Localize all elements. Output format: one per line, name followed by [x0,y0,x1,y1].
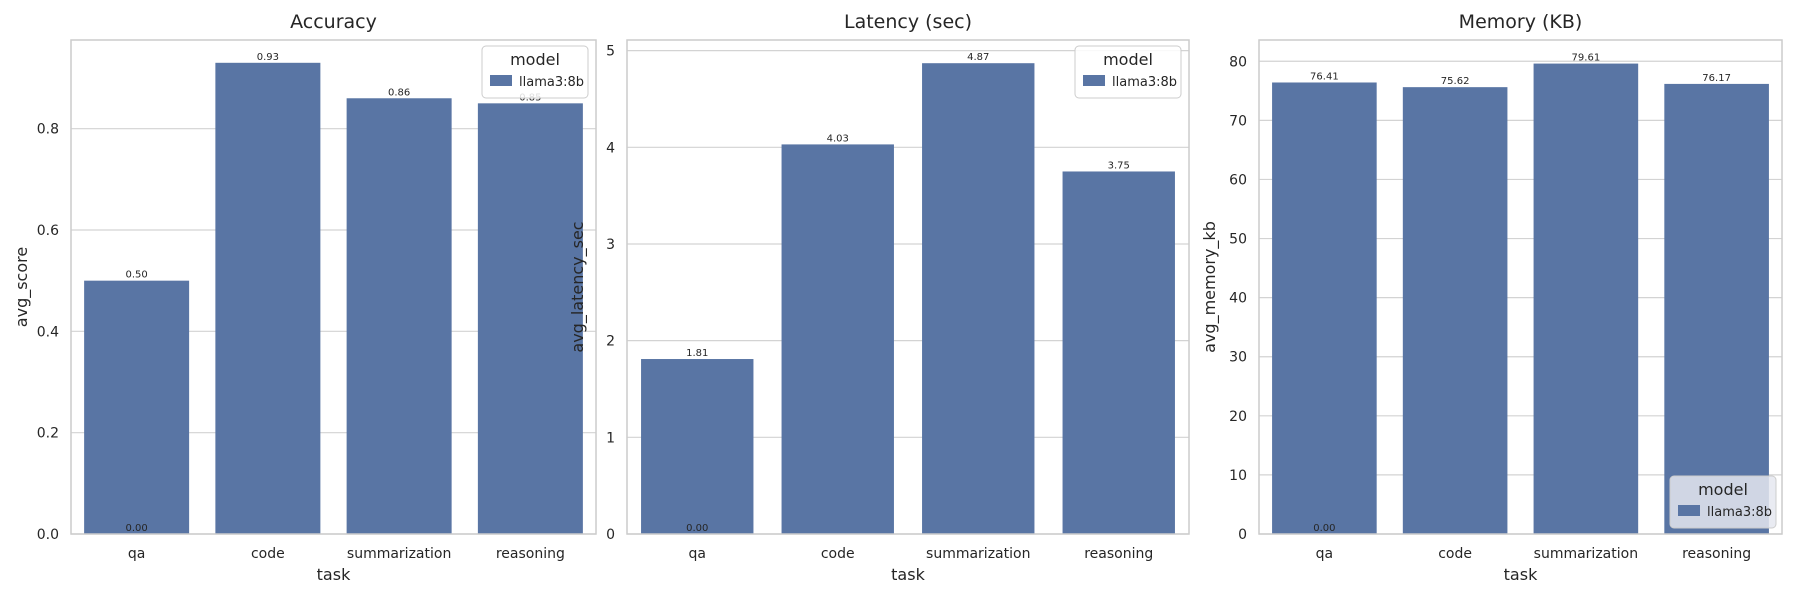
bar [1272,82,1377,535]
bar [346,98,452,535]
legend-entry: llama3:8b [519,75,584,90]
x-axis-label: task [317,565,351,584]
x-tick-label: code [821,546,855,562]
bar [922,63,1035,534]
y-tick-label: 10 [1229,468,1247,484]
legend-swatch [490,75,512,86]
bar [215,62,321,535]
bar [1062,171,1175,535]
x-tick-label: code [1438,546,1472,562]
y-tick-label: 80 [1229,54,1247,70]
bar [1533,63,1639,535]
chart-title: Latency (sec) [844,11,972,33]
y-tick-label: 2 [606,334,615,350]
legend: model llama3:8b [1074,45,1182,99]
bar-value-label: 0.50 [125,270,147,281]
y-tick-label: 3 [606,237,615,253]
x-tick-label: reasoning [1682,546,1751,562]
y-tick-label: 50 [1229,232,1247,248]
bar-value-label: 76.17 [1702,73,1731,84]
zero-value-label: 0.00 [686,523,708,534]
bar-value-label: 4.03 [827,133,849,144]
zero-value-label: 0.00 [1313,523,1335,534]
bar-value-label: 3.75 [1108,160,1130,171]
bar [641,359,754,534]
zero-value-label: 0.00 [125,523,147,534]
legend-entry: llama3:8b [1112,75,1177,90]
x-axis-label: task [891,565,925,584]
bar [1664,83,1769,535]
y-tick-label: 5 [606,44,615,60]
bar-value-label: 1.81 [686,348,708,359]
y-tick-label: 0.8 [37,122,59,138]
legend-title: model [510,50,560,69]
legend-title: model [1103,50,1153,69]
x-tick-label: qa [128,546,145,562]
bar-value-label: 0.93 [257,52,279,63]
x-tick-label: qa [1316,546,1333,562]
y-axis-label: avg_latency_sec [568,221,588,352]
bar [1402,87,1508,535]
x-tick-label: qa [689,546,706,562]
chart-title: Accuracy [290,11,377,33]
y-tick-label: 4 [606,140,615,156]
y-tick-label: 0.2 [37,426,59,442]
chart-panel-0: 0.500.930.860.850.000.00.20.40.60.8qacod… [12,11,597,584]
y-tick-label: 70 [1229,113,1247,129]
y-tick-label: 0 [1238,527,1247,543]
bar-value-label: 75.62 [1441,76,1470,87]
y-tick-label: 60 [1229,172,1247,188]
x-tick-label: reasoning [496,546,565,562]
axes-frame [70,39,597,535]
legend: model llama3:8b [481,45,589,99]
x-tick-label: summarization [926,546,1030,562]
x-tick-label: summarization [1534,546,1638,562]
chart-panel-1: 1.81 4.03 4.87 3.75 0.00 0 1 2 3 4 5 qa code summariz… [568,11,1190,584]
axes-frame [626,39,1190,535]
axes-frame [1258,39,1783,535]
legend-swatch [1083,75,1105,86]
bar-value-label: 0.86 [388,87,410,98]
y-tick-label: 0.4 [37,324,59,340]
chart-panel-2: 76.41 75.62 79.61 76.17 0.00 0 10 20 30 40 50 60 70 8… [1200,11,1783,584]
x-axis-label: task [1504,565,1538,584]
y-tick-label: 1 [606,430,615,446]
y-tick-label: 20 [1229,409,1247,425]
y-tick-label: 0.6 [37,223,59,239]
x-tick-label: reasoning [1084,546,1153,562]
bar-value-label: 76.41 [1310,71,1339,82]
x-tick-label: code [251,546,285,562]
bar-value-label: 4.87 [967,52,989,63]
bar [781,144,894,534]
legend: model llama3:8b [1669,475,1777,529]
legend-entry: llama3:8b [1707,505,1772,520]
y-tick-label: 30 [1229,350,1247,366]
y-tick-label: 40 [1229,291,1247,307]
legend-title: model [1698,480,1748,499]
y-tick-label: 0 [606,527,615,543]
y-axis-label: avg_memory_kb [1200,221,1220,353]
chart-title: Memory (KB) [1459,11,1583,33]
y-axis-label: avg_score [12,247,32,327]
y-tick-label: 0.0 [37,527,59,543]
x-tick-label: summarization [347,546,451,562]
bar-value-label: 79.61 [1572,53,1601,64]
bar [477,103,583,534]
legend-swatch [1678,505,1700,516]
bar [84,280,190,534]
